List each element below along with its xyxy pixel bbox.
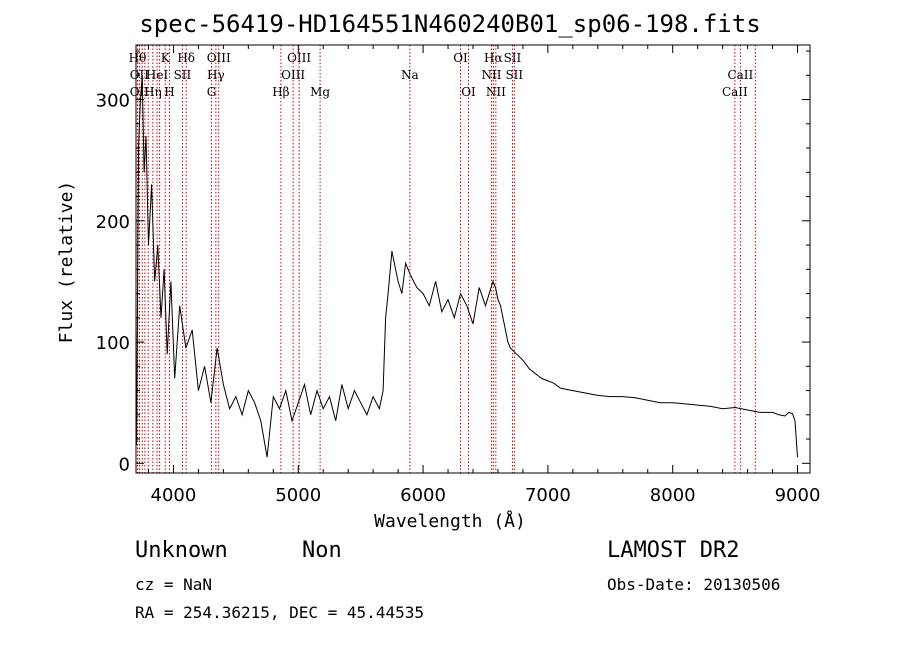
line-label-15: OIII: [207, 51, 231, 65]
line-label-22: OI: [461, 85, 476, 99]
emission-line-labels: HθOIIOIIHηHeIKHSIIHδGHγOIIIHβOIIIOIIIMgN…: [129, 51, 754, 99]
line-label-24: Hα: [484, 51, 503, 65]
plot-frame: [135, 44, 811, 474]
line-label-26: SII: [504, 51, 522, 65]
ra-dec-coordinates: RA = 254.36215, DEC = 45.44535: [135, 603, 424, 622]
line-label-10: H: [164, 85, 174, 99]
x-tick-label-4: 8000: [650, 485, 696, 506]
y-tick-label-2: 200: [96, 212, 130, 233]
line-label-2: OII: [130, 85, 150, 99]
line-label-20: Na: [401, 68, 419, 82]
line-label-18: OIII: [287, 51, 311, 65]
line-label-6: Hη: [144, 85, 162, 99]
line-label-0: Hθ: [129, 51, 147, 65]
x-tick-label-0: 4000: [151, 485, 197, 506]
x-tick-label-3: 7000: [525, 485, 571, 506]
survey-name: LAMOST DR2: [607, 538, 740, 563]
x-tick-label-5: 9000: [775, 485, 821, 506]
object-subclass: Non: [302, 538, 342, 563]
redshift-cz: cz = NaN: [135, 575, 213, 594]
line-label-12: Hδ: [177, 51, 195, 65]
x-tick-label-2: 6000: [400, 485, 446, 506]
line-label-14: Hγ: [207, 68, 225, 82]
line-label-11: SII: [174, 68, 192, 82]
object-class: Unknown: [135, 538, 228, 563]
emission-line-markers: [136, 45, 756, 473]
line-label-7: HeI: [146, 68, 169, 82]
line-label-19: Mg: [310, 85, 330, 99]
line-label-29: CaII: [727, 68, 753, 82]
y-axis-label: Flux (relative): [56, 181, 77, 344]
line-label-9: K: [161, 51, 171, 65]
x-axis-label: Wavelength (Å): [374, 511, 526, 532]
y-tick-label-1: 100: [96, 333, 130, 354]
y-tick-label-0: 0: [119, 454, 130, 475]
line-label-21: OI: [453, 51, 468, 65]
line-label-16: Hβ: [272, 85, 289, 99]
axis-ticks: 4000 5000 6000 7000 8000 9000 0 100 200 300: [96, 45, 821, 506]
line-label-17: OIII: [281, 68, 305, 82]
line-label-27: SII: [505, 68, 523, 82]
observation-date: Obs-Date: 20130506: [607, 575, 781, 594]
y-tick-label-3: 300: [96, 91, 130, 112]
spectrum-line: [136, 75, 798, 458]
line-label-23: NII: [481, 68, 501, 82]
chart-title: spec-56419-HD164551N460240B01_sp06-198.f…: [139, 10, 761, 38]
line-label-25: NII: [486, 85, 506, 99]
spectrum-series: [136, 75, 798, 458]
line-label-28: CaII: [722, 85, 748, 99]
line-label-13: G: [207, 85, 217, 99]
x-tick-label-1: 5000: [275, 485, 321, 506]
